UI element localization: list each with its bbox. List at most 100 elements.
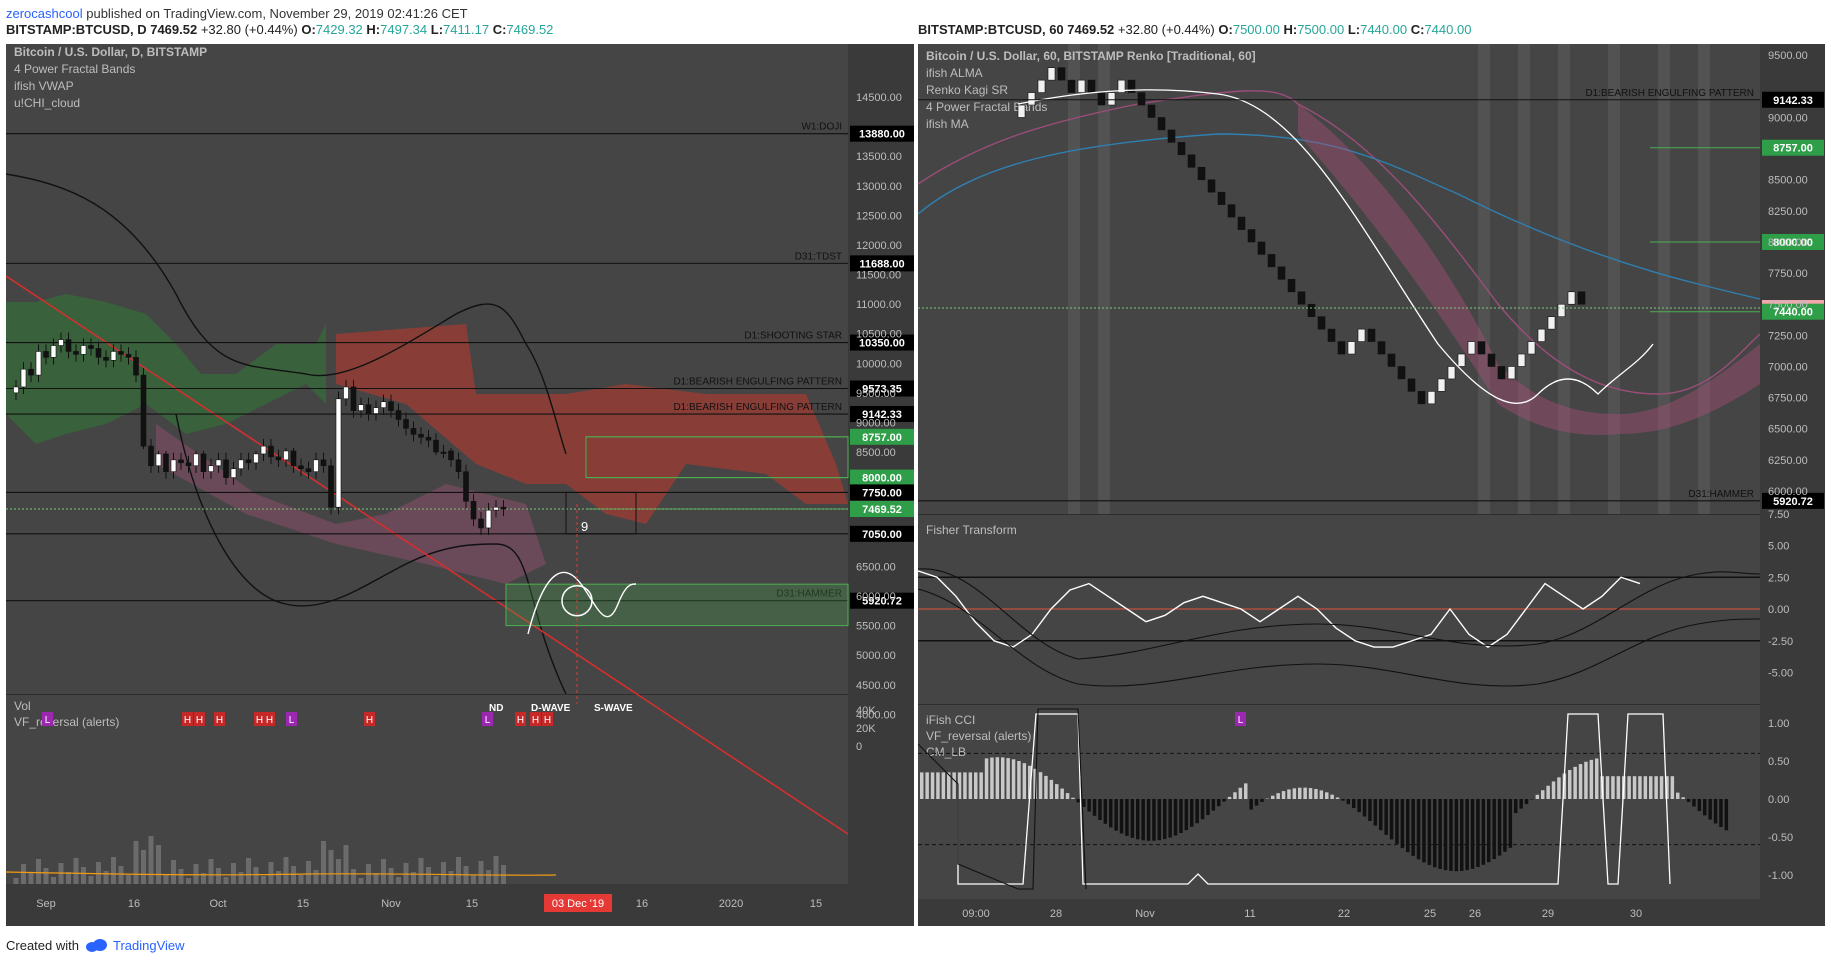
- wave-annotation: D-WAVE: [531, 703, 571, 714]
- price-badge-text: 5920.72: [862, 596, 902, 608]
- volume-bar: [111, 857, 116, 884]
- cci-bar: [1082, 799, 1086, 807]
- left-chart-panel[interactable]: Bitcoin / U.S. Dollar, D, BITSTAMP 4 Powe…: [6, 44, 914, 926]
- cci-bar: [1454, 799, 1459, 872]
- x-tick-label: 28: [1050, 908, 1062, 920]
- cci-bar: [1476, 799, 1480, 868]
- legend-item: ifish ALMA: [926, 66, 983, 80]
- right-high: 7500.00: [1297, 22, 1345, 37]
- range-box: [565, 491, 637, 535]
- candle: [110, 351, 117, 361]
- renko-brick: [1337, 341, 1346, 355]
- volume-bar: [298, 875, 304, 884]
- cci-bar: [1033, 768, 1037, 799]
- volume-bar: [388, 868, 394, 884]
- cci-bar: [1659, 776, 1664, 799]
- y-tick-label: 7500.00: [1768, 299, 1808, 311]
- renko-brick: [1547, 316, 1556, 330]
- renko-brick: [1467, 341, 1476, 355]
- volume-bar: [448, 871, 454, 884]
- cci-bar: [1271, 795, 1275, 799]
- cci-bar: [1427, 799, 1432, 866]
- signal-marker-text: H: [266, 715, 273, 726]
- candle: [13, 386, 19, 394]
- renko-brick: [1557, 303, 1566, 317]
- left-chart-svg[interactable]: Bitcoin / U.S. Dollar, D, BITSTAMP 4 Powe…: [6, 44, 914, 926]
- cci-bar: [1492, 799, 1496, 860]
- level-label: D1:BEARISH ENGULFING PATTERN: [673, 377, 842, 388]
- cci-bar: [920, 772, 924, 799]
- author-link[interactable]: zerocashcool: [6, 6, 83, 21]
- candle: [350, 386, 357, 411]
- cci-bar: [1514, 799, 1518, 814]
- tradingview-brand-link[interactable]: TradingView: [112, 938, 185, 953]
- y-tick-label: 7000.00: [1768, 361, 1808, 373]
- cci-bar: [1038, 772, 1043, 799]
- legend-item: ifish MA: [926, 117, 969, 131]
- renko-brick: [1257, 241, 1266, 255]
- cci-bar: [1632, 776, 1637, 799]
- cci-bar: [1249, 799, 1253, 810]
- renko-brick: [1097, 92, 1106, 106]
- candle: [163, 453, 169, 472]
- volume-bar: [133, 841, 139, 884]
- candle: [485, 509, 492, 529]
- right-chart-svg[interactable]: Bitcoin / U.S. Dollar, 60, BITSTAMP Renk…: [918, 44, 1825, 926]
- volume-bar: [36, 859, 41, 884]
- fisher-y-tick: 2.50: [1768, 572, 1789, 584]
- price-badge-text: 9142.33: [1773, 95, 1813, 107]
- signal-marker: [254, 712, 265, 726]
- signal-marker: [482, 712, 493, 726]
- volume-bar: [493, 856, 499, 884]
- band-fill: [1298, 104, 1760, 435]
- left-o-label: O:: [301, 22, 316, 37]
- cci-bar: [1200, 799, 1205, 820]
- cci-bar: [957, 772, 962, 799]
- cci-y-tick: 1.00: [1768, 718, 1789, 730]
- right-open: 7500.00: [1232, 22, 1280, 37]
- band-upper: [918, 90, 1761, 395]
- cci-bar: [1109, 799, 1113, 828]
- cci-bar: [1584, 761, 1588, 799]
- left-low: 7411.17: [443, 22, 490, 37]
- volume-bar: [471, 875, 476, 884]
- legend-item: ifish VWAP: [14, 79, 74, 93]
- right-o-label: O:: [1218, 22, 1233, 37]
- y-tick-label: 6750.00: [1768, 393, 1808, 405]
- candle: [185, 462, 192, 467]
- price-badge: [1762, 492, 1824, 509]
- y-tick-label: 9000.00: [856, 417, 896, 429]
- cci-bar: [1589, 759, 1594, 799]
- price-badge: [850, 406, 914, 423]
- volume-bar: [178, 869, 184, 884]
- price-badge-text: 9573.35: [862, 384, 902, 396]
- cci-bar: [1487, 799, 1491, 863]
- right-last-price: 7469.52: [1067, 22, 1115, 37]
- cci-bar: [1460, 799, 1464, 871]
- volume-bar: [441, 862, 446, 884]
- right-l-label: L:: [1347, 22, 1361, 37]
- price-badge-text: 8000.00: [1773, 237, 1813, 249]
- renko-brick: [1437, 378, 1446, 392]
- session-stripe: [1068, 44, 1080, 514]
- cci-signal-line: [918, 708, 1087, 890]
- candle: [470, 500, 477, 520]
- right-chart-panel[interactable]: Bitcoin / U.S. Dollar, 60, BITSTAMP Renk…: [918, 44, 1825, 926]
- cci-bar: [1681, 797, 1685, 799]
- cci-bar: [1389, 799, 1394, 840]
- cci-bar: [1276, 793, 1280, 799]
- renko-brick: [1457, 353, 1466, 367]
- level-label: D31:HAMMER: [1688, 489, 1754, 500]
- signal-marker: [194, 712, 205, 726]
- volume-bar: [223, 877, 229, 884]
- price-badge-text: 10350.00: [859, 338, 905, 350]
- cci-bar: [1595, 758, 1599, 799]
- cci-bar: [1638, 776, 1642, 799]
- candle: [455, 459, 462, 472]
- volume-bar: [148, 836, 154, 884]
- cci-bar: [1319, 790, 1324, 799]
- renko-brick: [1107, 92, 1116, 106]
- cci-y-tick: 0.50: [1768, 756, 1789, 768]
- candle: [20, 368, 27, 388]
- projection-label: 9: [581, 519, 588, 534]
